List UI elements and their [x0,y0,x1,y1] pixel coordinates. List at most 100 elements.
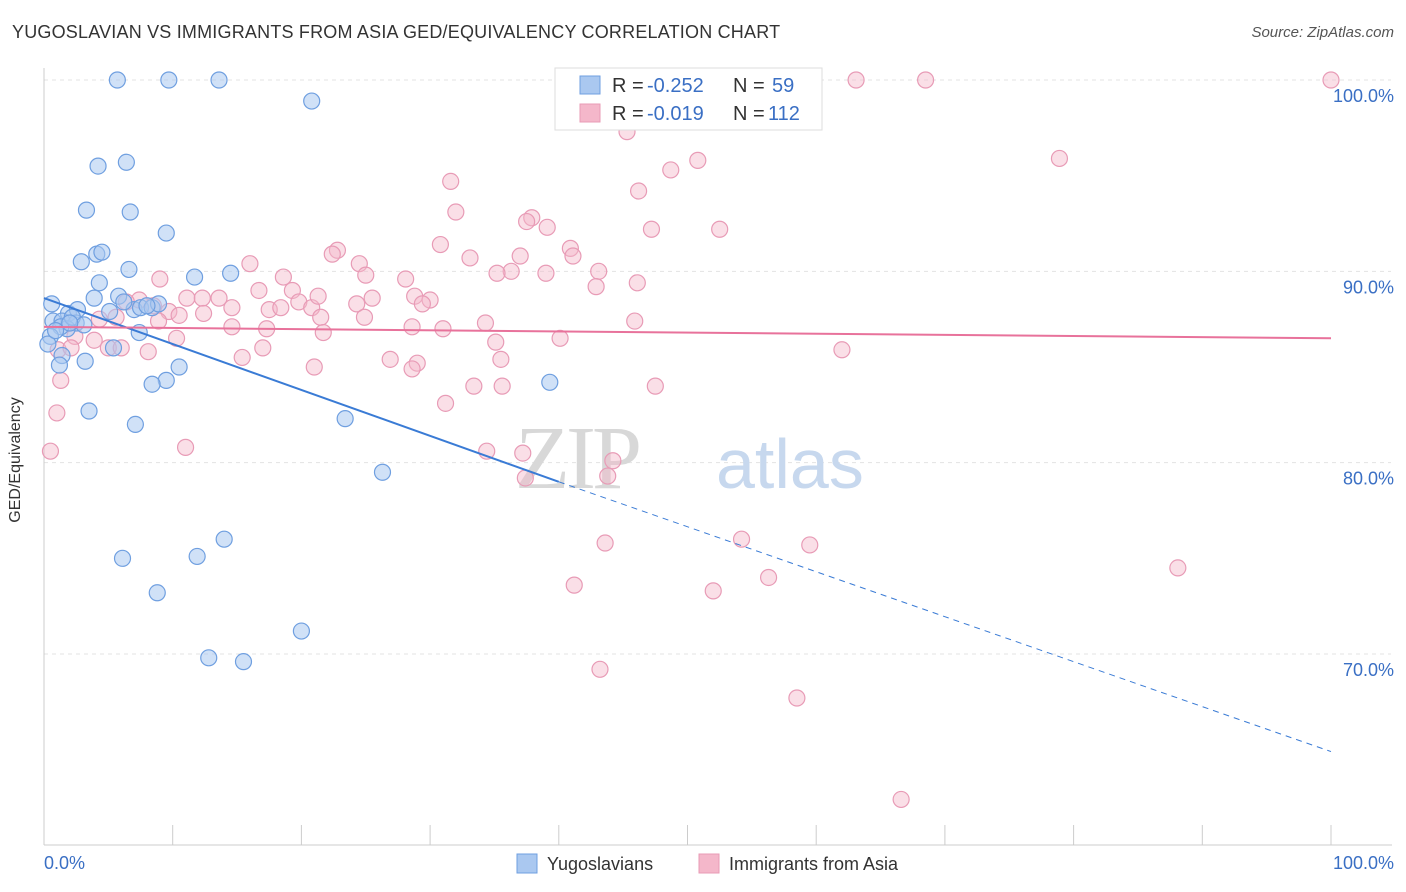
stats-pink-n-value: 112 [768,103,800,125]
pink-point [52,371,70,389]
pink-point [176,438,195,456]
pink-point [689,151,707,169]
legend-swatch-blue [516,853,538,874]
pink-point [587,278,605,296]
legend-label-blue: Yugoslavians [547,854,653,874]
pink-point [363,289,381,307]
pink-point [194,304,213,323]
pink-point [381,350,399,368]
pink-point [492,350,510,368]
pink-point [1050,149,1069,168]
pink-point [1169,559,1187,577]
source-label: Source: ZipAtlas.com [1251,24,1394,41]
blue-point [90,274,108,292]
pink-point [421,291,439,309]
blue-point [336,410,354,428]
pink-trend-line [43,325,1332,340]
pink-point [1322,71,1340,89]
blue-point [185,268,204,286]
pink-point [704,582,722,600]
pink-point [599,467,617,485]
pink-point [348,295,366,313]
stats-swatch-blue [579,75,601,95]
pink-point [461,249,479,267]
pink-point [309,287,327,305]
blue-point [222,264,240,282]
pink-point [732,530,751,548]
blue-point [50,356,69,374]
pink-point [151,270,169,288]
blue-point [104,339,123,357]
pink-point [312,308,330,326]
stats-blue-r-label: R = [612,75,644,97]
pink-point [139,343,157,361]
stats-blue-r-value: -0.252 [647,75,704,97]
stats-pink-n-label: N = [733,103,765,125]
blue-point [215,530,233,548]
blue-point [39,335,57,353]
pink-point [272,299,290,317]
pink-point [210,289,228,307]
blue-point [117,153,135,171]
pink-point [801,536,819,554]
watermark: ZIP atlas [515,409,864,508]
pink-point [662,161,680,179]
blue-point [72,253,90,271]
watermark-atlas: atlas [716,425,864,503]
stats-blue-n-value: 59 [772,75,794,97]
stats-blue-n-label: N = [733,75,765,97]
pink-point [629,182,648,200]
stats-box: R = -0.252 N = 59 R = -0.019 N = 112 [554,67,823,131]
x-tick-label-max: 100.0% [1333,853,1394,873]
stats-swatch-pink [579,103,601,123]
pink-point [250,281,268,300]
pink-point [591,660,609,678]
blue-point [113,549,132,567]
pink-point [788,689,806,707]
watermark-zip: ZIP [515,409,639,508]
blue-point [200,649,218,667]
pink-point [397,270,415,288]
y-tick-labels: 70.0% 80.0% 90.0% 100.0% [1333,86,1394,680]
pink-point [178,289,196,307]
blue-point [148,584,166,602]
blue-point [160,71,178,89]
pink-point [590,262,608,280]
pink-point [711,220,729,238]
pink-point [254,339,272,357]
pink-point [518,212,536,231]
blue-trend-extension [558,481,1332,753]
pink-point [493,377,511,395]
pink-point [274,268,292,286]
blue-point [120,260,138,279]
blue-point [46,322,65,340]
pink-point [564,247,582,265]
pink-point [465,377,483,395]
pink-point [538,218,556,236]
y-tick-label: 100.0% [1333,86,1394,106]
pink-point [223,299,241,317]
blue-point [138,297,156,315]
legend-swatch-pink [698,853,720,874]
pink-point [193,289,211,307]
legend: Yugoslavians Immigrants from Asia [516,853,899,874]
pink-point [41,442,60,460]
x-tick-label-min: 0.0% [44,853,85,873]
blue-point [188,547,206,566]
pink-point [48,404,66,422]
pink-point [431,235,449,254]
pink-point [759,568,778,587]
pink-point [892,790,910,809]
y-tick-label: 70.0% [1343,660,1394,680]
blue-point [77,201,96,219]
blue-point [373,463,392,481]
pink-point [551,329,569,347]
pink-point [916,71,935,89]
blue-point [89,157,107,175]
pink-point [502,262,520,280]
blue-series-points [39,71,559,671]
pink-point [241,255,259,273]
x-tick-labels: 0.0% 100.0% [44,853,1394,873]
pink-point [170,306,188,324]
